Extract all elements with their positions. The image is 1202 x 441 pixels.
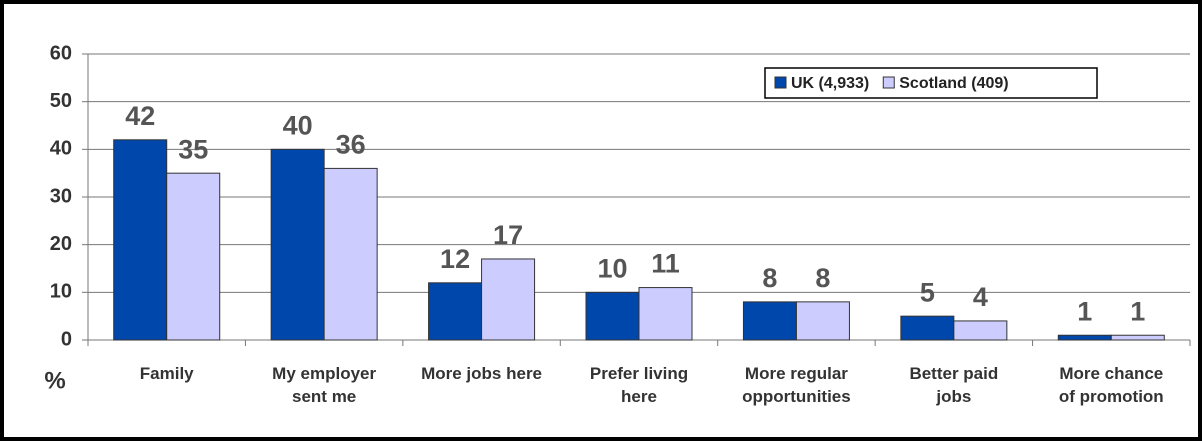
- legend-label: Scotland (409): [899, 75, 1008, 92]
- bar: [900, 315, 955, 341]
- y-tick-label: 50: [50, 90, 72, 112]
- x-tick-label: More jobs here: [421, 364, 543, 383]
- data-label: 5: [920, 277, 935, 307]
- y-tick-label: 10: [50, 281, 72, 303]
- data-label: 4: [973, 282, 988, 312]
- bar: [638, 287, 693, 341]
- x-tick-label: Better paid jobs: [909, 364, 999, 406]
- legend-swatch: [882, 76, 895, 89]
- y-tick-label: 30: [50, 185, 72, 207]
- y-tick-label: 20: [50, 233, 72, 255]
- bar: [323, 167, 378, 341]
- y-tick-label: 40: [50, 138, 72, 160]
- data-label: 40: [283, 110, 313, 140]
- bar: [795, 301, 850, 341]
- bar: [481, 258, 536, 341]
- bar: [270, 148, 325, 341]
- data-label: 8: [815, 263, 830, 293]
- data-label: 11: [651, 249, 680, 279]
- bar: [742, 301, 797, 341]
- bar: [166, 172, 221, 341]
- data-label: 10: [597, 253, 627, 283]
- data-label: 36: [336, 130, 366, 160]
- bar: [953, 320, 1008, 341]
- x-tick-label: Prefer living here: [589, 364, 689, 406]
- data-label: 8: [762, 263, 777, 293]
- legend-box: [764, 67, 1098, 99]
- data-label: 1: [1130, 296, 1145, 326]
- x-tick-label: My employer sent me: [272, 364, 377, 406]
- bar: [1057, 334, 1112, 341]
- data-label: 35: [178, 134, 208, 164]
- legend-swatch: [774, 76, 787, 89]
- x-tick-label: Family: [139, 364, 194, 383]
- data-label: 42: [125, 101, 155, 131]
- data-label: 12: [440, 244, 470, 274]
- bar: [428, 282, 483, 341]
- data-label: 1: [1077, 296, 1092, 326]
- x-tick-label: More chance of promotion: [1058, 364, 1164, 406]
- bar: [113, 139, 168, 341]
- y-axis-label: %: [44, 367, 65, 394]
- x-tick-label: More regular opportunities: [742, 364, 851, 406]
- legend-label: UK (4,933): [791, 75, 869, 92]
- y-tick-label: 0: [61, 328, 72, 350]
- data-label: 17: [493, 220, 523, 250]
- bar: [1110, 334, 1165, 341]
- y-tick-label: 60: [50, 42, 72, 64]
- bar: [585, 291, 640, 341]
